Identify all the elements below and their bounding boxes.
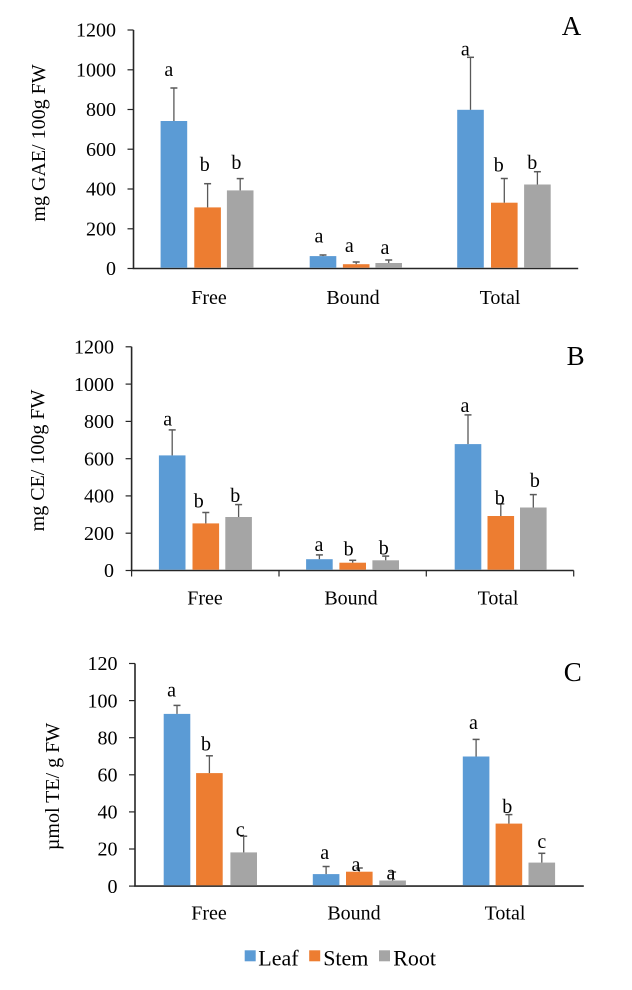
svg-text:1000: 1000 <box>74 374 114 396</box>
svg-text:b: b <box>530 470 540 492</box>
svg-text:b: b <box>194 490 204 512</box>
svg-text:B: B <box>567 341 585 371</box>
svg-text:b: b <box>231 152 241 174</box>
svg-text:Stem: Stem <box>323 945 368 970</box>
svg-text:40: 40 <box>98 802 118 824</box>
svg-text:a: a <box>315 534 324 556</box>
svg-text:80: 80 <box>98 727 118 749</box>
svg-text:µmol TE/ g FW: µmol TE/ g FW <box>42 723 64 850</box>
svg-text:c: c <box>236 819 245 841</box>
svg-text:b: b <box>494 154 504 176</box>
svg-text:120: 120 <box>88 653 118 675</box>
svg-text:800: 800 <box>84 411 114 433</box>
svg-text:200: 200 <box>84 523 114 545</box>
svg-text:b: b <box>344 539 354 561</box>
svg-text:Total: Total <box>480 287 521 309</box>
svg-text:a: a <box>460 395 469 417</box>
svg-text:a: a <box>320 842 329 864</box>
svg-text:a: a <box>163 409 172 431</box>
svg-text:100: 100 <box>88 690 118 712</box>
svg-text:1200: 1200 <box>74 337 114 359</box>
svg-text:b: b <box>502 796 512 818</box>
svg-text:20: 20 <box>98 839 118 861</box>
svg-text:400: 400 <box>86 179 116 201</box>
svg-text:0: 0 <box>106 258 116 280</box>
svg-text:b: b <box>495 488 505 510</box>
svg-text:1200: 1200 <box>76 20 116 42</box>
svg-text:a: a <box>461 38 470 60</box>
svg-text:Bound: Bound <box>326 287 379 309</box>
svg-text:mg CE/ 100g FW: mg CE/ 100g FW <box>27 390 49 532</box>
svg-text:b: b <box>379 537 389 559</box>
svg-text:Free: Free <box>187 588 223 610</box>
svg-text:C: C <box>564 657 582 687</box>
svg-text:Total: Total <box>478 588 519 610</box>
svg-text:a: a <box>469 712 478 734</box>
svg-text:a: a <box>381 237 390 259</box>
svg-text:a: a <box>167 680 176 702</box>
svg-text:a: a <box>315 226 324 248</box>
svg-text:b: b <box>230 485 240 507</box>
svg-text:a: a <box>345 235 354 257</box>
svg-text:mg GAE/ 100g FW: mg GAE/ 100g FW <box>28 64 50 221</box>
svg-text:b: b <box>527 152 537 174</box>
svg-text:Free: Free <box>191 903 227 925</box>
svg-text:200: 200 <box>86 218 116 240</box>
svg-text:60: 60 <box>98 765 118 787</box>
svg-text:600: 600 <box>86 139 116 161</box>
svg-text:800: 800 <box>86 99 116 121</box>
svg-text:Bound: Bound <box>327 903 380 925</box>
svg-text:400: 400 <box>84 486 114 508</box>
svg-text:b: b <box>200 154 210 176</box>
svg-text:0: 0 <box>104 560 114 582</box>
svg-text:1000: 1000 <box>76 60 116 82</box>
svg-text:Free: Free <box>191 287 227 309</box>
svg-text:a: a <box>386 862 395 884</box>
svg-text:c: c <box>537 831 546 853</box>
svg-text:a: a <box>352 854 361 876</box>
svg-text:Bound: Bound <box>324 588 377 610</box>
svg-text:a: a <box>164 59 173 81</box>
svg-text:A: A <box>562 11 582 41</box>
svg-text:b: b <box>201 733 211 755</box>
svg-text:Leaf: Leaf <box>258 945 299 970</box>
svg-text:0: 0 <box>108 876 118 898</box>
svg-text:600: 600 <box>84 448 114 470</box>
svg-text:Total: Total <box>485 903 526 925</box>
svg-text:Root: Root <box>393 945 436 970</box>
